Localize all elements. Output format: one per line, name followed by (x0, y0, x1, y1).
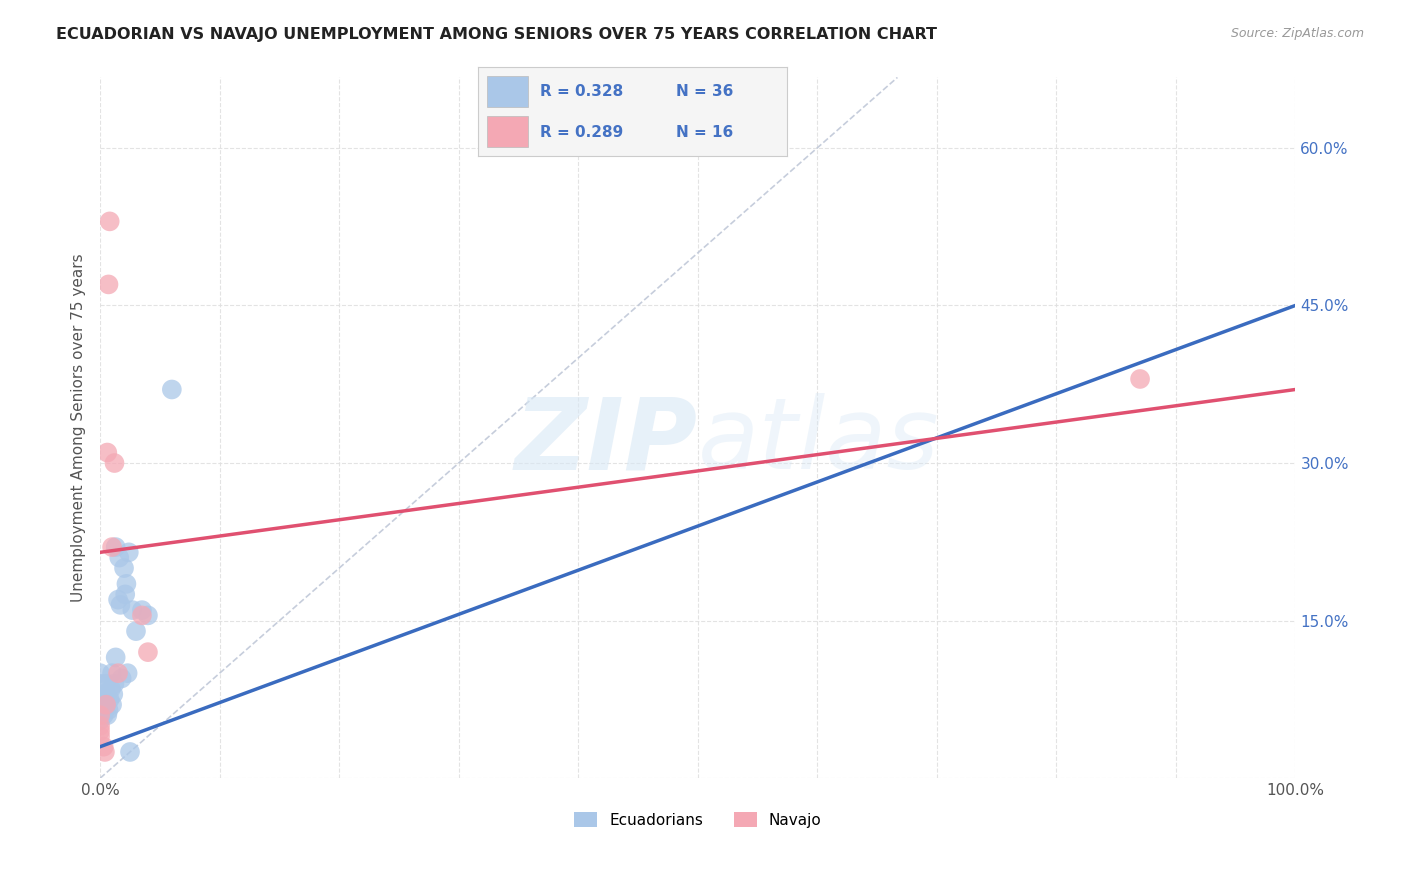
Point (89, 708, 111, 723)
Point (115, 577, 138, 591)
Y-axis label: Unemployment Among Seniors over 75 years: Unemployment Among Seniors over 75 years (72, 253, 86, 602)
Point (118, 545, 141, 559)
Point (89, 719, 111, 733)
Point (89, 687, 111, 701)
Point (98, 692, 121, 706)
Point (100, 681, 122, 696)
Point (89, 676, 111, 690)
Point (121, 603, 143, 617)
Point (160, 383, 183, 397)
Point (94, 703, 117, 717)
Point (136, 608, 159, 623)
Point (96, 445, 118, 459)
Point (96, 708, 118, 723)
Point (103, 456, 125, 470)
Text: ZIP: ZIP (515, 393, 697, 491)
Point (118, 745, 141, 759)
Point (104, 650, 127, 665)
Point (108, 550, 131, 565)
Point (111, 672, 134, 686)
FancyBboxPatch shape (488, 76, 527, 107)
Point (110, 598, 132, 612)
Point (107, 592, 129, 607)
Text: ECUADORIAN VS NAVAJO UNEMPLOYMENT AMONG SENIORS OVER 75 YEARS CORRELATION CHART: ECUADORIAN VS NAVAJO UNEMPLOYMENT AMONG … (56, 27, 938, 42)
Point (104, 540, 127, 554)
Point (94, 745, 117, 759)
Text: atlas: atlas (697, 393, 939, 491)
Point (94, 676, 117, 690)
Point (97, 277, 120, 292)
Point (1129, 372, 1152, 386)
Text: N = 16: N = 16 (676, 125, 734, 139)
Text: N = 36: N = 36 (676, 85, 734, 99)
Point (93, 708, 115, 723)
Text: R = 0.328: R = 0.328 (540, 85, 623, 99)
Point (103, 676, 125, 690)
Point (97, 703, 120, 717)
Point (101, 698, 124, 712)
Point (89, 723, 111, 738)
Point (112, 561, 135, 575)
Point (131, 608, 153, 623)
Point (107, 666, 129, 681)
Point (93, 692, 115, 706)
FancyBboxPatch shape (488, 116, 527, 147)
Point (131, 603, 153, 617)
Point (114, 587, 136, 601)
Point (89, 714, 111, 728)
Point (103, 687, 125, 701)
Point (101, 540, 124, 554)
Point (94, 687, 117, 701)
Point (93, 739, 115, 754)
Point (101, 666, 124, 681)
Point (89, 666, 111, 681)
Point (89, 698, 111, 712)
Point (117, 666, 139, 681)
Text: Source: ZipAtlas.com: Source: ZipAtlas.com (1230, 27, 1364, 40)
Point (98, 214, 121, 228)
Point (89, 729, 111, 743)
Legend: Ecuadorians, Navajo: Ecuadorians, Navajo (568, 805, 828, 834)
Point (94, 698, 117, 712)
Point (136, 645, 159, 659)
Text: R = 0.289: R = 0.289 (540, 125, 623, 139)
Point (125, 624, 148, 639)
Point (94, 698, 117, 712)
